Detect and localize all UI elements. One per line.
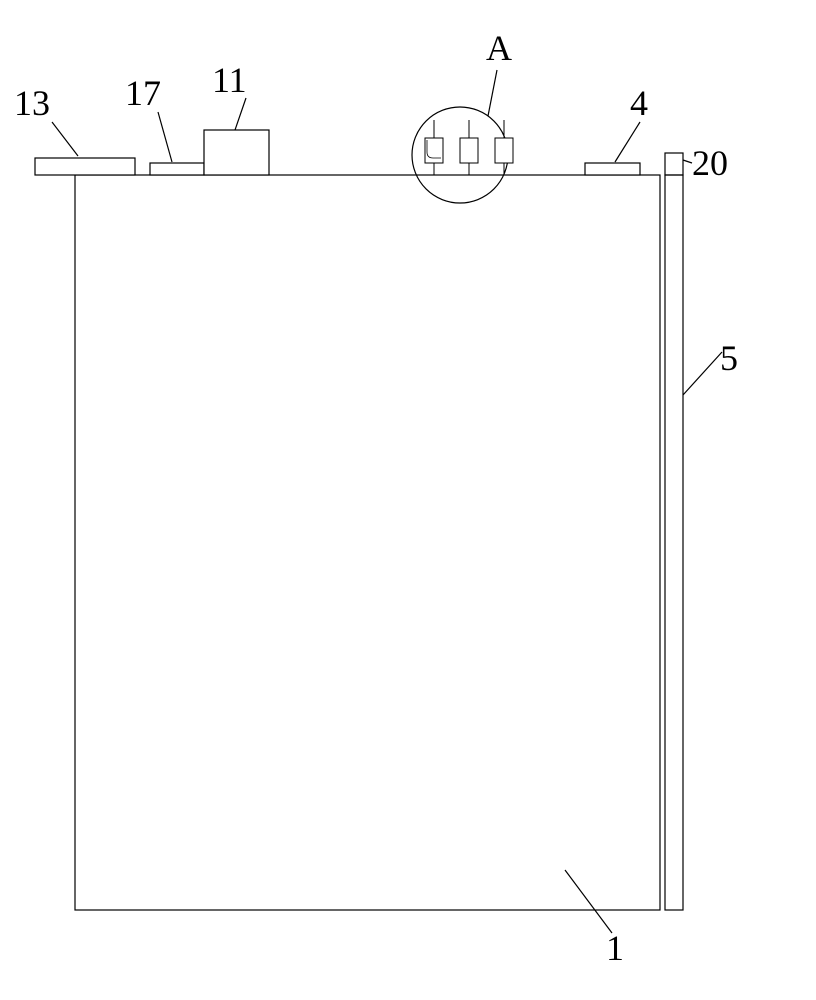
label-1: 1 xyxy=(606,928,624,968)
label-5: 5 xyxy=(720,338,738,378)
leader-5 xyxy=(683,352,722,395)
label-13: 13 xyxy=(14,83,50,123)
block-11 xyxy=(204,130,269,175)
block-17 xyxy=(150,163,204,175)
label-11: 11 xyxy=(212,60,247,100)
component-a1 xyxy=(425,120,443,175)
block-13 xyxy=(35,158,135,175)
leader-20 xyxy=(683,160,692,163)
leader-11 xyxy=(235,98,246,130)
label-17: 17 xyxy=(125,73,161,113)
side-panel-top xyxy=(665,153,683,175)
side-panel xyxy=(665,175,683,910)
leader-4 xyxy=(615,122,640,162)
label-20: 20 xyxy=(692,143,728,183)
component-a3 xyxy=(495,120,513,175)
leader-17 xyxy=(158,112,172,162)
leader-a xyxy=(488,70,497,116)
component-a2 xyxy=(460,120,478,175)
main-cabinet xyxy=(75,175,660,910)
technical-diagram: A 13 17 11 4 20 5 1 xyxy=(0,0,816,1000)
leader-1 xyxy=(565,870,612,933)
leader-13 xyxy=(52,122,78,156)
block-4 xyxy=(585,163,640,175)
label-4: 4 xyxy=(630,83,648,123)
label-a: A xyxy=(486,28,512,68)
